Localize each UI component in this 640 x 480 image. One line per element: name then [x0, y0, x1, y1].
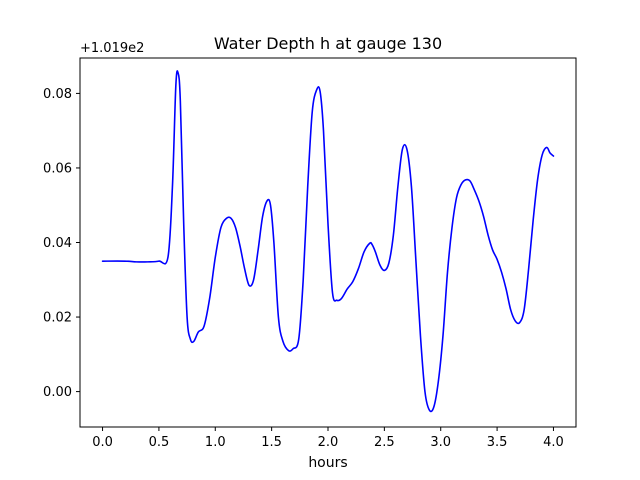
x-tick-label: 1.5	[261, 435, 282, 450]
x-tick-label: 0.5	[149, 435, 170, 450]
y-tick-label: 0.04	[43, 236, 72, 251]
y-tick-label: 0.08	[43, 87, 72, 102]
chart-title: Water Depth h at gauge 130	[214, 34, 442, 53]
y-axis: 0.00 0.02 0.04 0.06 0.08	[43, 87, 80, 400]
x-tick-label: 3.0	[430, 435, 451, 450]
series-line	[101, 70, 555, 413]
x-tick-label: 2.0	[318, 435, 339, 450]
y-offset-label: +1.019e2	[80, 41, 144, 56]
x-tick-label: 3.5	[487, 435, 508, 450]
y-tick-label: 0.06	[43, 161, 72, 176]
x-axis: 0.0 0.5 1.0 1.5 2.0 2.5 3.0 3.5 4.0	[92, 427, 564, 450]
x-tick-label: 1.0	[205, 435, 226, 450]
x-axis-label: hours	[308, 455, 347, 471]
y-tick-label: 0.02	[43, 311, 72, 326]
x-tick-label: 4.0	[543, 435, 564, 450]
x-tick-label: 2.5	[374, 435, 395, 450]
x-tick-label: 0.0	[92, 435, 113, 450]
series-layer	[101, 70, 555, 413]
y-tick-label: 0.00	[43, 385, 72, 400]
